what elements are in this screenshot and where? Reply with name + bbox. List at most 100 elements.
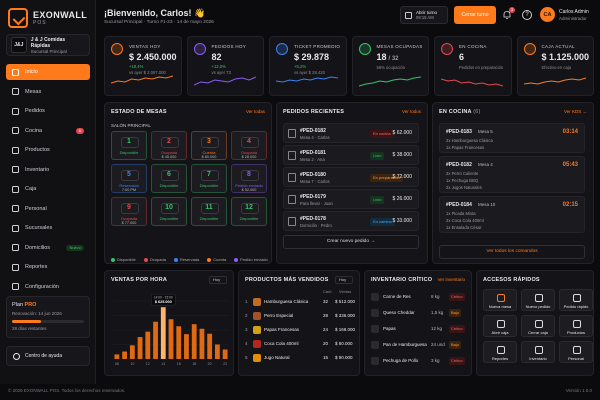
kitchen-item: 2x Perro Caliente (446, 171, 479, 176)
stat-card[interactable]: VENTAS HOY $ 2.450.000 +18,4% vs ayer $ 2.0… (104, 36, 182, 96)
sidebar-item-inventory[interactable]: Inventario (6, 162, 90, 178)
table-card[interactable]: 7 Disponible (191, 164, 227, 193)
sidebar-item-chart[interactable]: Reportes (6, 259, 90, 275)
chart-bar[interactable] (222, 349, 228, 359)
stat-card[interactable]: PEDIDOS HOY 82 +12,0% vs ayer 73 (186, 36, 264, 96)
sidebar-item-cash[interactable]: Caja (6, 181, 90, 197)
table-card[interactable]: 12 Disponible (231, 197, 267, 226)
sidebar-item-chef[interactable]: Cocina 6 (6, 123, 90, 139)
help-center-button[interactable]: Centro de ayuda (6, 346, 90, 366)
question-icon[interactable]: ? (522, 10, 532, 20)
stat-card[interactable]: CAJA ACTUAL $ 1.125.000 Efectivo en caja (516, 36, 594, 96)
stock-badge: Bajo (449, 309, 462, 317)
table-card[interactable]: 9 Ocupada $ 77.000 (111, 197, 147, 226)
table-card[interactable]: 5 Reservada 7:00 PM (111, 164, 147, 193)
order-row[interactable]: #PED-0178 Domicilio · Pedro En camino $ 33.… (283, 211, 419, 231)
quick-chart-button[interactable]: Reportes (483, 341, 517, 363)
chart-bar[interactable] (114, 354, 120, 359)
sparkline (111, 75, 173, 84)
sidebar-item-truck[interactable]: Domicilios Nuevo (6, 240, 90, 256)
sidebar-item-store[interactable]: Sucursales (6, 220, 90, 236)
quick-lock-button[interactable]: Cerrar caja (521, 315, 555, 337)
table-card[interactable]: 11 Disponible (191, 197, 227, 226)
stat-card[interactable]: TICKET PROMEDIO $ 29.878 +5,2% vs ayer $ 28… (269, 36, 347, 96)
quick-box-button[interactable]: Productos (559, 315, 593, 337)
tables-view-all-link[interactable]: Ver todas (245, 109, 265, 114)
orders-view-all-link[interactable]: Ver todos (401, 109, 421, 114)
kds-link[interactable]: Ver KDS → (563, 109, 587, 114)
quick-receipt-button[interactable]: Nuevo pedido (521, 289, 555, 311)
table-card[interactable]: 1 Disponible (111, 131, 147, 160)
table-card[interactable]: 3 Cuenta $ 80.000 (191, 131, 227, 160)
stat-card[interactable]: MESAS OCUPADAS 18/ 32 56% ocupación (351, 36, 429, 96)
chart-bar[interactable] (122, 351, 127, 359)
chart-bar[interactable] (129, 345, 135, 359)
product-row[interactable]: 3 Papas Francesas 24 $ 168.000 (245, 325, 357, 336)
chart-bar[interactable] (215, 344, 220, 360)
chart-bar[interactable] (207, 333, 213, 359)
sidebar-item-label: Domicilios (25, 244, 51, 251)
kitchen-order[interactable]: #PED-0183 Mesa 5 03:14 2x Hamburguesa Clási… (439, 123, 585, 153)
nav-badge: Nuevo (66, 244, 84, 251)
order-row[interactable]: #PED-0182 Mesa 4 · Carlos En cocina $ 62.00… (283, 123, 419, 143)
product-row[interactable]: 5 Jugo Natural 15 $ 90.000 (245, 353, 357, 364)
chart-bar[interactable] (137, 337, 143, 359)
sidebar-item-home[interactable]: Inicio (6, 64, 90, 80)
chart-bar[interactable] (168, 319, 174, 359)
avatar[interactable]: CA (540, 7, 555, 22)
product-row[interactable]: 2 Perro Especial 28 $ 336.000 (245, 311, 357, 322)
brand-logo[interactable]: EXONWALL POS (8, 8, 87, 28)
open-shift-button[interactable]: Abrir turno 08:15 AM (400, 6, 448, 24)
chart-bar[interactable] (145, 331, 151, 359)
table-card[interactable]: 6 Disponible (151, 164, 187, 193)
quick-user-button[interactable]: Personal (559, 341, 593, 363)
inventory-icon (535, 346, 543, 354)
product-name: Hamburguesa Clásica (264, 299, 309, 304)
bell-icon[interactable] (502, 10, 512, 20)
sidebar-item-box[interactable]: Productos (6, 142, 90, 158)
inventory-row[interactable]: Queso Cheddar 1,5 kg Bajo (371, 307, 467, 320)
sales-period-select[interactable]: Hoy (209, 276, 227, 284)
plan-days: 28 días restantes (12, 326, 47, 331)
create-order-button[interactable]: Crear nuevo pedido → (283, 235, 419, 249)
inventory-row[interactable]: Papas 12 kg Crítico (371, 323, 467, 336)
chart-bar[interactable] (153, 321, 158, 359)
inventory-row[interactable]: Carne de Res 8 kg Crítico (371, 291, 467, 304)
chart-tick-label: 10 (130, 362, 134, 366)
quick-inventory-button[interactable]: Inventario (521, 341, 555, 363)
sidebar-item-receipt[interactable]: Pedidos (6, 103, 90, 119)
inventory-row[interactable]: Pan de Hamburguesa 24 und Bajo (371, 339, 467, 352)
table-card[interactable]: 4 Ocupada $ 28.000 (231, 131, 267, 160)
order-row[interactable]: #PED-0181 Mesa 2 · Ana Listo $ 38.000 (283, 145, 419, 165)
chart-bar[interactable] (199, 328, 205, 359)
quick-bolt-button[interactable]: Pedido rápido (559, 289, 593, 311)
view-commands-button[interactable]: Ver todos los comandos (439, 245, 585, 259)
quick-cash-button[interactable]: Abrir caja (483, 315, 517, 337)
chart-bar[interactable] (160, 307, 166, 359)
close-shift-button[interactable]: Cerrar turno (454, 6, 496, 24)
order-row[interactable]: #PED-0179 Para llevar · Juan Listo $ 26.000 (283, 189, 419, 209)
kitchen-order[interactable]: #PED-0184 Mesa 10 02:15 1x Picada Mixta 2x C… (439, 196, 585, 233)
sidebar-item-table[interactable]: Mesas (6, 84, 90, 100)
sidebar-item-user[interactable]: Personal (6, 201, 90, 217)
kitchen-order[interactable]: #PED-0182 Mesa 4 05:43 2x Perro Caliente 1x … (439, 156, 585, 193)
chart-bar[interactable] (176, 326, 182, 359)
table-card[interactable]: 10 Disponible (151, 197, 187, 226)
sidebar-item-gear[interactable]: Configuración (6, 279, 90, 295)
brand-sub: POS (33, 19, 47, 26)
table-card[interactable]: 8 Pedido enviado $ 52.000 (231, 164, 267, 193)
inventory-link[interactable]: Ver inventario (437, 277, 465, 282)
table-amount: $ 52.000 (241, 188, 257, 192)
chart-bar[interactable] (184, 334, 189, 359)
table-card[interactable]: 2 Ocupada $ 45.000 (151, 131, 187, 160)
order-detail: Para llevar · Juan (300, 201, 333, 206)
quick-plus-button[interactable]: Nueva mesa (483, 289, 517, 311)
inventory-row[interactable]: Pechuga de Pollo 3 kg Crítico (371, 355, 467, 368)
order-row[interactable]: #PED-0180 Mesa 7 · Carlos En preparación $ … (283, 167, 419, 187)
product-row[interactable]: 4 Coca Cola 400ml 20 $ 80.000 (245, 339, 357, 350)
products-period-select[interactable]: Hoy (335, 276, 353, 284)
restaurant-selector[interactable]: J&J J & J Comidas Rápidas Sucursal Princ… (6, 34, 90, 56)
chart-bar[interactable] (191, 324, 197, 359)
stat-card[interactable]: EN COCINA 6 Pedidos en preparación (434, 36, 512, 96)
product-row[interactable]: 1 Hamburguesa Clásica 32 $ 512.000 (245, 297, 357, 308)
